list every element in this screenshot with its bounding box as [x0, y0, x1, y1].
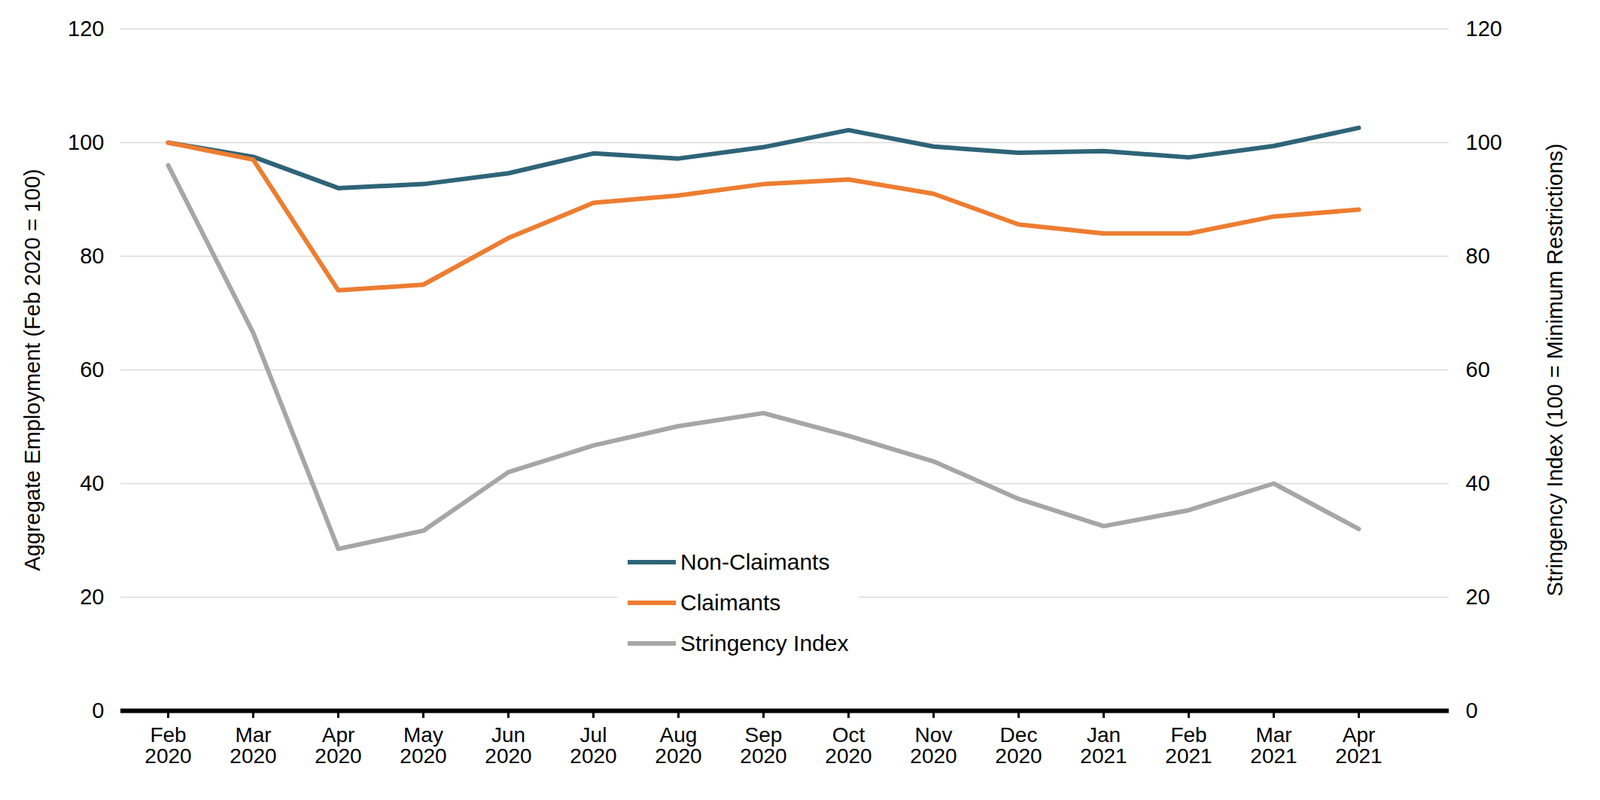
- svg-text:80: 80: [79, 243, 104, 268]
- svg-text:May2020: May2020: [399, 723, 447, 768]
- svg-text:120: 120: [1466, 16, 1503, 41]
- svg-text:Mar2020: Mar2020: [229, 723, 277, 768]
- svg-text:Aug2020: Aug2020: [654, 723, 702, 768]
- svg-text:20: 20: [1466, 584, 1491, 609]
- svg-text:Oct2020: Oct2020: [824, 723, 872, 768]
- svg-text:60: 60: [79, 357, 104, 382]
- svg-text:40: 40: [79, 471, 104, 496]
- svg-text:Dec2020: Dec2020: [994, 723, 1042, 768]
- svg-text:100: 100: [1466, 130, 1503, 155]
- svg-text:Jun2020: Jun2020: [484, 723, 532, 768]
- svg-text:Stringency Index (100 = Minimu: Stringency Index (100 = Minimum Restrict…: [1542, 143, 1567, 597]
- svg-text:Jan2021: Jan2021: [1079, 723, 1127, 768]
- html-text:Non-Claimants: Non-Claimants: [680, 549, 830, 575]
- svg-text:Apr2021: Apr2021: [1335, 723, 1382, 768]
- html-text:Claimants: Claimants: [680, 590, 781, 615]
- svg-text:Apr2020: Apr2020: [314, 723, 362, 768]
- svg-text:Jul2020: Jul2020: [569, 723, 617, 768]
- svg-text:120: 120: [67, 16, 104, 41]
- svg-text:60: 60: [1466, 357, 1491, 382]
- svg-text:Mar2021: Mar2021: [1250, 723, 1297, 768]
- svg-text:Nov2020: Nov2020: [909, 723, 957, 768]
- svg-text:Feb2020: Feb2020: [144, 723, 192, 768]
- svg-text:0: 0: [1466, 698, 1479, 723]
- svg-text:20: 20: [79, 584, 104, 609]
- svg-text:40: 40: [1466, 471, 1491, 496]
- svg-text:Aggregate Employment (Feb 2020: Aggregate Employment (Feb 2020 = 100): [20, 168, 45, 571]
- svg-text:Sep2020: Sep2020: [739, 723, 787, 768]
- svg-text:Feb2021: Feb2021: [1165, 723, 1212, 768]
- svg-text:80: 80: [1466, 243, 1491, 268]
- html-text:Stringency Index: Stringency Index: [680, 630, 849, 656]
- svg-text:100: 100: [67, 130, 104, 155]
- svg-text:0: 0: [91, 698, 104, 723]
